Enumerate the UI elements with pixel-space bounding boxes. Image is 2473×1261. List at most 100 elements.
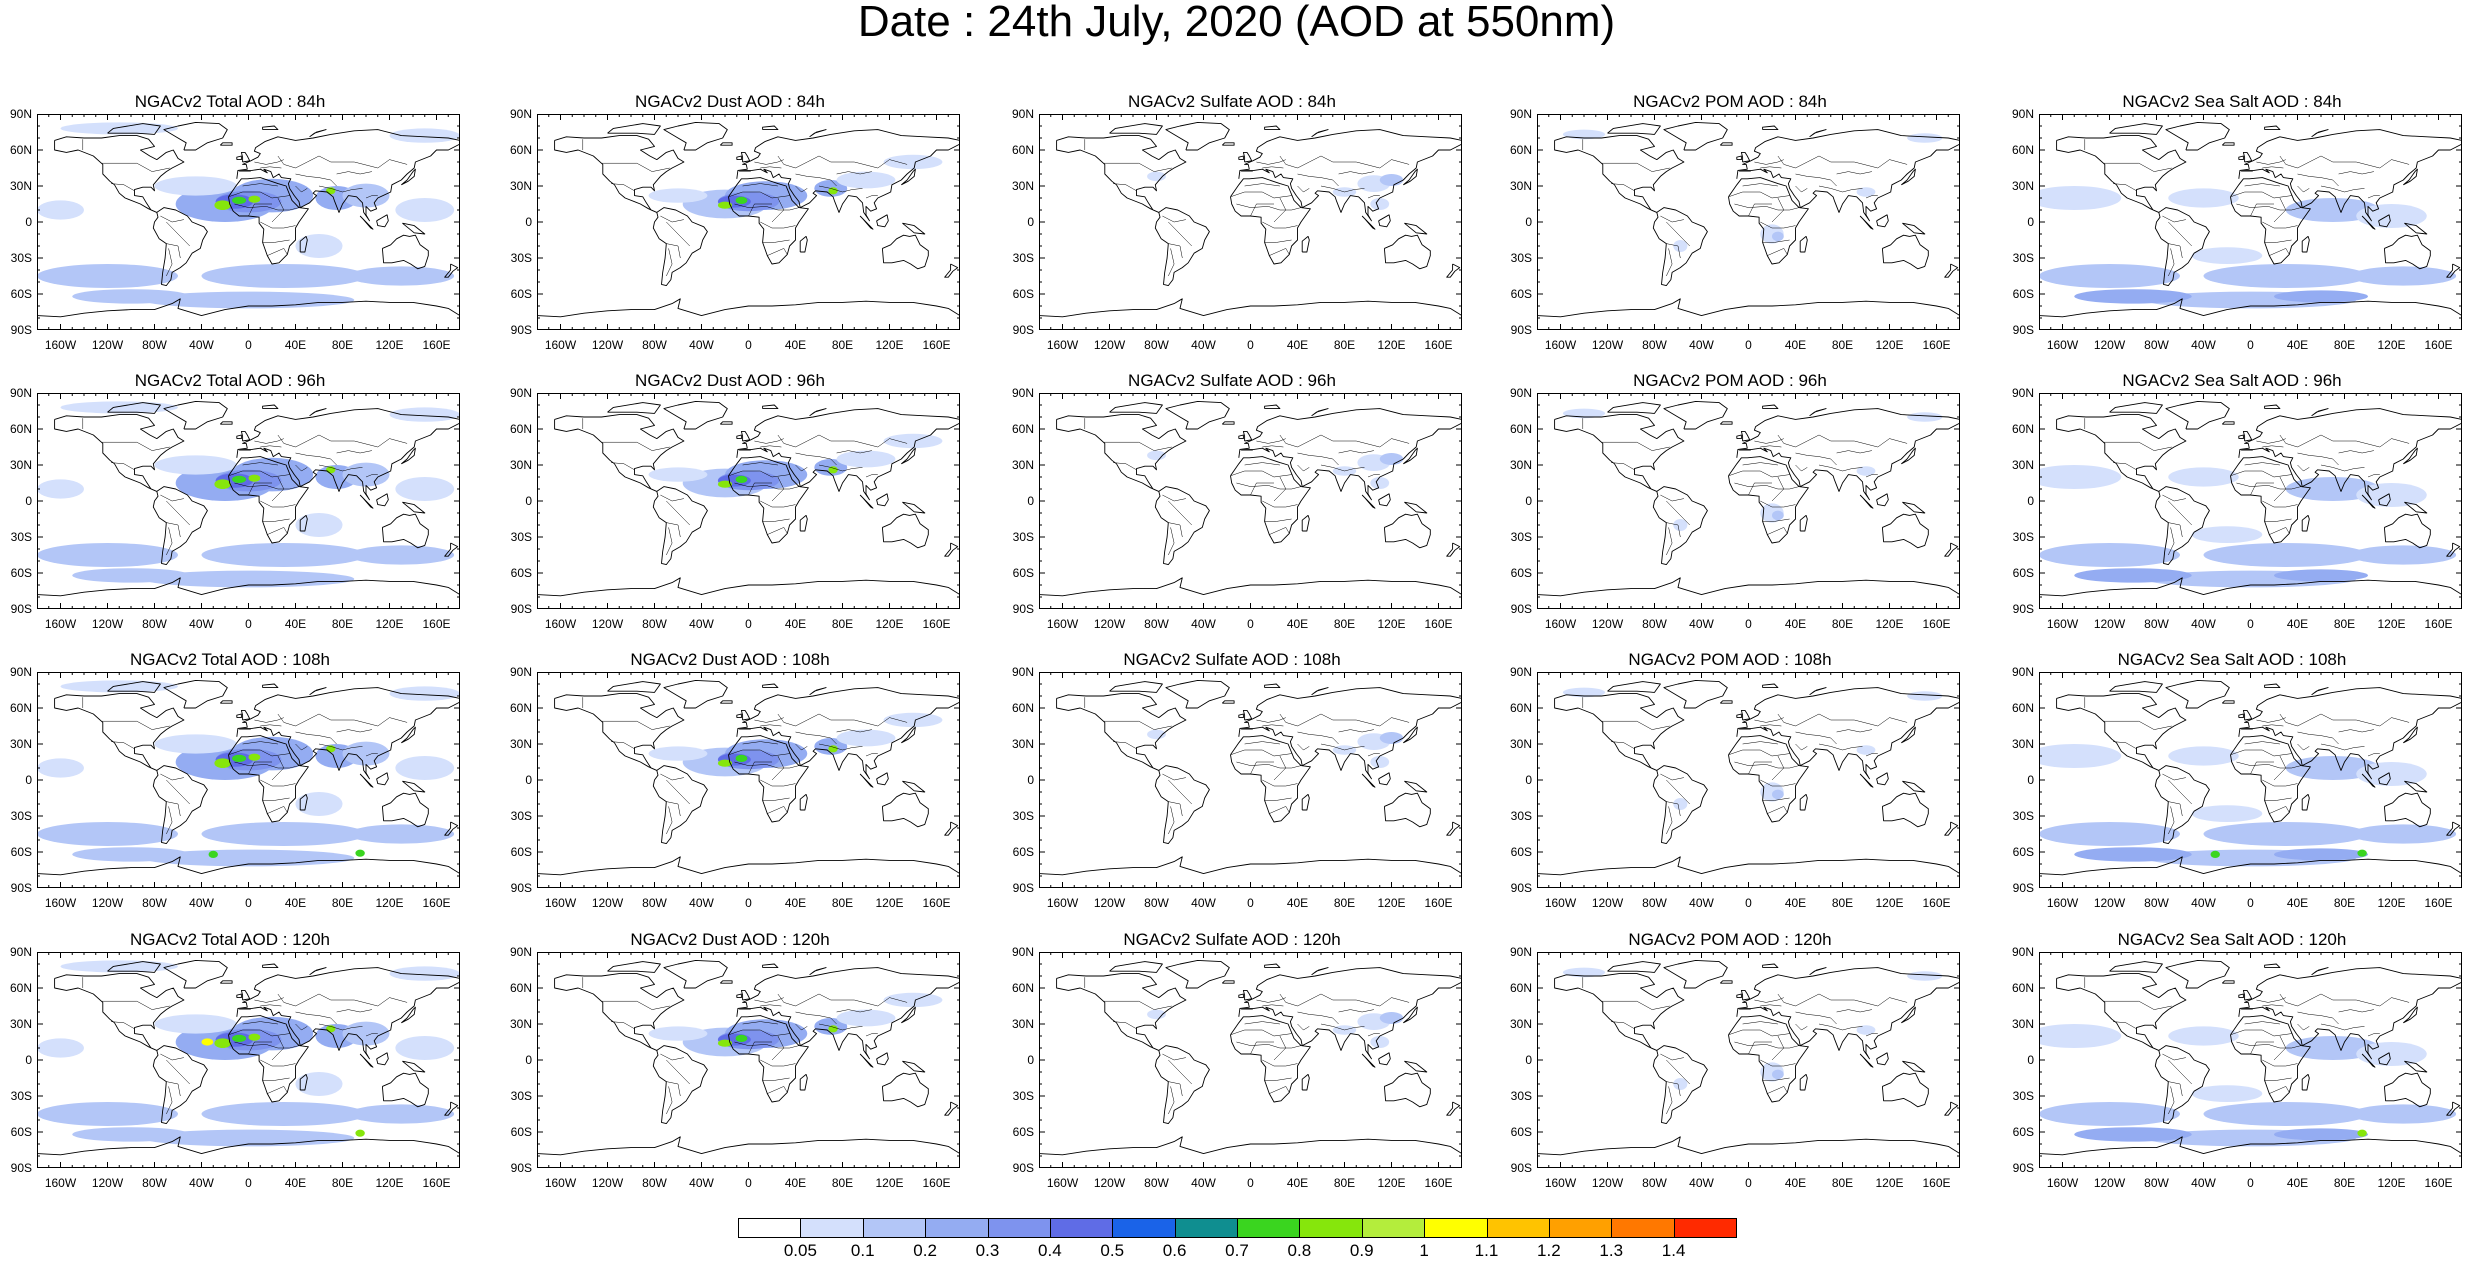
lon-tick-label: 120W	[2093, 617, 2126, 631]
country-border	[1865, 474, 1878, 478]
lon-tick-label: 40E	[1784, 896, 1807, 910]
coastline	[2378, 214, 2391, 228]
country-border	[1230, 191, 1292, 199]
colorbar-label: 1.2	[1537, 1241, 1561, 1260]
country-border	[1320, 993, 1410, 1007]
country-border	[666, 522, 681, 538]
country-border	[2338, 729, 2374, 733]
aod-contour	[248, 474, 261, 482]
country-border	[1666, 779, 1690, 805]
lon-tick-label: 0	[1247, 896, 1254, 910]
lon-tick-label: 80W	[142, 617, 167, 631]
country-border	[2320, 1023, 2365, 1031]
coastline	[37, 577, 460, 597]
country-border	[1236, 1041, 1302, 1049]
coastline	[444, 263, 459, 278]
coastline	[299, 235, 308, 253]
coastline	[2230, 456, 2311, 544]
country-border	[228, 749, 290, 757]
country-border	[2256, 159, 2286, 165]
coastline	[1311, 408, 1329, 417]
country-border	[267, 248, 288, 256]
map-frame	[1537, 672, 1960, 888]
coastline	[1736, 993, 1742, 999]
coastline	[1762, 125, 1779, 131]
coastline	[152, 486, 208, 566]
country-border	[2262, 221, 2298, 229]
coastline	[719, 700, 733, 704]
country-border	[2168, 500, 2192, 526]
country-border	[666, 1086, 673, 1115]
lat-tick-label: 60N	[1509, 981, 1532, 995]
coastline	[1361, 494, 1376, 509]
panel-title: NGACv2 Sea Salt AOD : 96h	[2122, 371, 2342, 390]
aod-contour	[2357, 1129, 2367, 1137]
aod-contour	[1772, 231, 1784, 242]
country-border	[1610, 183, 1635, 192]
aod-contour	[1907, 133, 1943, 143]
country-border	[318, 1023, 363, 1031]
country-border	[1250, 761, 1274, 775]
coastline	[1652, 207, 1708, 287]
aod-contour	[214, 758, 231, 768]
aod-contour	[348, 545, 455, 565]
lon-tick-label: 120W	[1591, 1176, 1624, 1190]
country-border	[1748, 203, 1772, 217]
lon-tick-label: 80E	[831, 896, 854, 910]
aod-contour	[1562, 129, 1606, 140]
coastline	[1537, 577, 1960, 597]
aod-contour	[2203, 264, 2368, 288]
coastline	[376, 772, 389, 786]
country-border	[2103, 1000, 2172, 1010]
country-border	[865, 1033, 878, 1037]
map-plot-area	[1537, 952, 1960, 1168]
coastline	[401, 726, 416, 744]
country-border	[160, 1053, 184, 1061]
coastline	[2221, 700, 2235, 704]
country-border	[1269, 248, 1290, 256]
coastline	[762, 404, 779, 410]
country-border	[166, 801, 181, 817]
country-border	[271, 197, 285, 223]
aod-contour	[2203, 822, 2368, 846]
country-border	[2297, 464, 2310, 472]
panel-title: NGACv2 Total AOD : 120h	[129, 930, 330, 949]
lat-tick-label: 60S	[510, 1125, 532, 1139]
country-border	[760, 221, 796, 229]
aod-contour	[836, 1009, 896, 1027]
country-border	[1168, 243, 1183, 259]
country-border	[728, 470, 790, 478]
country-border	[277, 155, 320, 169]
coastline	[719, 421, 733, 425]
coastline	[736, 129, 960, 222]
lon-tick-label: 120W	[591, 338, 624, 352]
lon-tick-label: 40E	[784, 338, 807, 352]
lon-tick-label: 0	[2247, 1176, 2254, 1190]
country-border	[818, 155, 908, 169]
lon-tick-label: 40W	[689, 617, 714, 631]
coastline	[1728, 735, 1809, 823]
lon-tick-label: 40E	[784, 1176, 807, 1190]
lon-tick-label: 120E	[2377, 338, 2406, 352]
country-border	[1279, 155, 1322, 169]
country-border	[1795, 464, 1808, 472]
lat-tick-label: 30S	[1012, 530, 1034, 544]
map-frame	[37, 952, 460, 1168]
axis-ticks	[1039, 672, 1462, 888]
country-border	[1795, 743, 1808, 751]
coastline	[944, 1101, 959, 1116]
country-border	[1666, 248, 1673, 277]
lon-tick-label: 120W	[91, 896, 124, 910]
coastline	[2446, 263, 2461, 278]
panel-title: NGACv2 Dust AOD : 96h	[635, 371, 825, 390]
aod-contour	[60, 960, 178, 973]
lat-tick-label: 60S	[510, 845, 532, 859]
lon-tick-label: 40W	[689, 1176, 714, 1190]
coastline	[376, 1052, 389, 1066]
lon-tick-label: 120E	[1875, 896, 1904, 910]
country-border	[260, 445, 282, 448]
coastline	[1056, 973, 1187, 1051]
lon-tick-label: 80E	[831, 338, 854, 352]
aod-contour	[214, 1038, 231, 1048]
coastline	[37, 856, 460, 876]
